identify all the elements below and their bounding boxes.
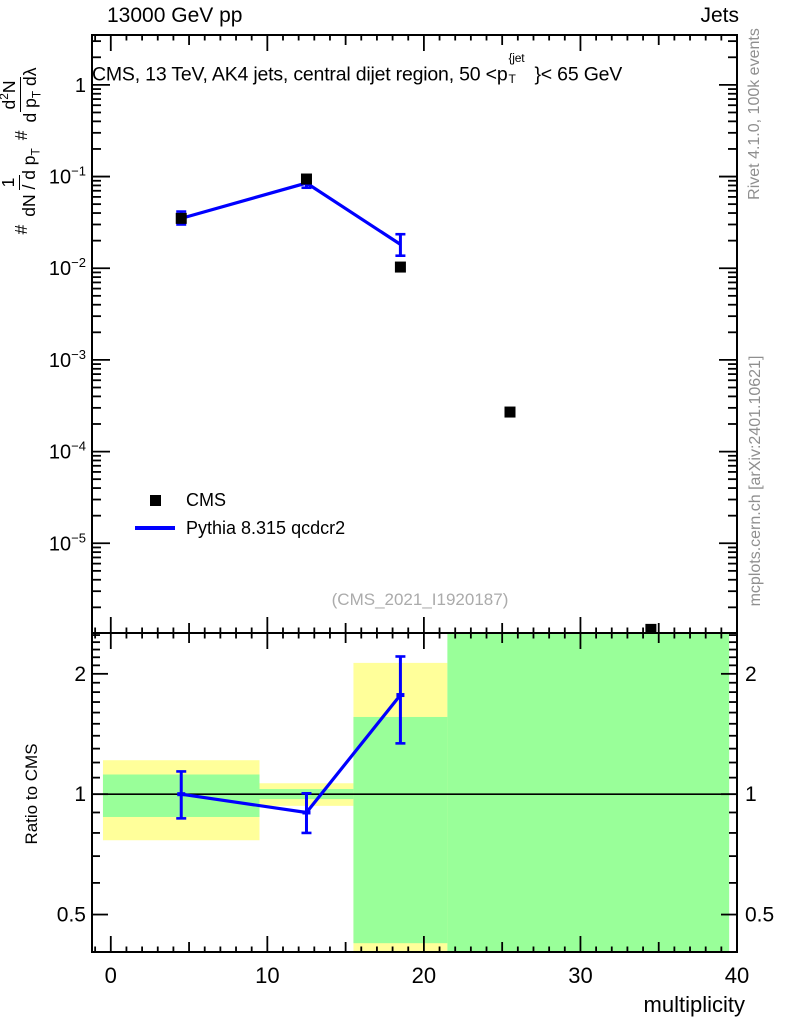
axes-layer: 0 10 20 30 40 1 10−1 10−2 10−3 10−4 10−5 0.5 0.5 1 1 2 2 <box>49 34 774 988</box>
main-y-tick-label: 10−2 <box>49 255 86 280</box>
main-y-tick-label: 1 <box>75 75 86 97</box>
plot-title: CMS, 13 TeV, AK4 jets, central dijet reg… <box>92 50 623 86</box>
cms-data-point <box>394 261 406 273</box>
main-y-axis-title: # 1 dN / d pT # d2N d pT dλ <box>0 67 44 235</box>
ratio-frame <box>91 632 738 953</box>
x-axis-title: multiplicity <box>643 992 745 1017</box>
beam-energy-label: 13000 GeV pp <box>107 4 243 27</box>
main-y-tick-label: 10−4 <box>49 439 86 464</box>
pythia-line <box>180 181 402 246</box>
legend-label-pythia: Pythia 8.315 qcdcr2 <box>186 517 346 538</box>
pt-jet-stack: {jet T <box>508 50 525 86</box>
ratio-mc-point <box>177 792 186 797</box>
rivet-version-note: Rivet 4.1.0, 100k events <box>746 28 763 200</box>
cms-square-marker-icon <box>149 494 161 506</box>
ratio-y-tick-label-right: 0.5 <box>745 904 774 927</box>
x-tick-label: 20 <box>412 963 436 988</box>
legend: CMS Pythia 8.315 qcdcr2 <box>132 486 345 542</box>
ratio-mc-point <box>396 693 405 698</box>
x-tick-label: 10 <box>255 963 279 988</box>
cms-data-point <box>645 623 657 634</box>
legend-row-cms: CMS <box>132 486 345 514</box>
main-y-tick-label: 10−1 <box>49 164 86 189</box>
ratio-y-tick-label: 2 <box>74 663 86 686</box>
analysis-id-watermark: (CMS_2021_I1920187) <box>331 590 509 609</box>
cms-data-point <box>175 212 187 224</box>
x-tick-label: 0 <box>105 963 117 988</box>
x-tick-label: 30 <box>568 963 592 988</box>
ratio-y-tick-label: 0.5 <box>57 904 86 927</box>
cms-data-point <box>504 406 516 418</box>
ratio-green-band <box>447 634 730 951</box>
main-y-tick-label: 10−3 <box>49 347 86 372</box>
main-y-tick-label: 10−5 <box>49 530 86 555</box>
fraction-one-over-dndpt: 1 dN / d pT <box>0 148 43 217</box>
plot-title-text: CMS, 13 TeV, AK4 jets, central dijet reg… <box>92 63 508 86</box>
ratio-mc-point <box>302 810 311 815</box>
main-frame <box>91 34 738 634</box>
ratio-y-tick-label-right: 2 <box>745 663 757 686</box>
mcplots-reference-note: mcplots.cern.ch [arXiv:2401.10621] <box>747 355 764 607</box>
legend-label-cms: CMS <box>186 489 226 510</box>
analysis-group-label: Jets <box>700 4 739 27</box>
x-tick-label: 40 <box>725 963 749 988</box>
ratio-y-axis-title: Ratio to CMS <box>22 743 41 845</box>
ratio-y-tick-label-right: 1 <box>745 783 757 806</box>
ratio-panel-content <box>93 634 736 951</box>
ratio-y-tick-label: 1 <box>74 783 86 806</box>
legend-row-pythia: Pythia 8.315 qcdcr2 <box>132 514 345 542</box>
pythia-line-marker-icon <box>135 526 175 530</box>
cms-data-point <box>300 173 312 185</box>
ratio-green-band <box>353 716 448 944</box>
fraction-d2n: d2N d pT dλ <box>0 67 44 123</box>
main-panel-content <box>175 173 657 634</box>
